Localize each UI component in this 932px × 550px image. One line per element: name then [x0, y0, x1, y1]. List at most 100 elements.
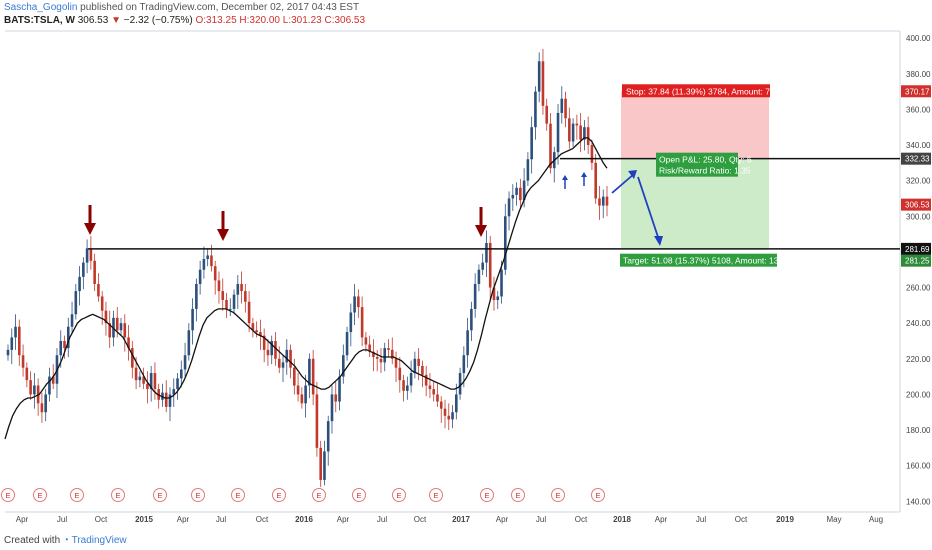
- earnings-marker-icon[interactable]: [392, 488, 406, 502]
- tradingview-brand-link[interactable]: TradingView: [71, 535, 127, 546]
- candle-body: [232, 294, 236, 309]
- x-tick-label: Oct: [414, 515, 427, 524]
- candle-body: [398, 367, 402, 381]
- published-text: published on TradingView.com, December 0…: [80, 2, 360, 13]
- x-tick-label: Jul: [536, 515, 546, 524]
- earnings-marker-label: E: [316, 491, 321, 500]
- earnings-marker-label: E: [356, 491, 361, 500]
- projection-down-line: [637, 176, 660, 241]
- candle-body: [259, 332, 262, 336]
- earnings-marker-icon[interactable]: [511, 488, 525, 502]
- publish-info: Sascha_Gogolin published on TradingView.…: [4, 2, 359, 13]
- risk-reward-label: Risk/Reward Ratio: 1.35: [659, 166, 751, 176]
- earnings-marker-icon[interactable]: [352, 488, 366, 502]
- earnings-marker-icon[interactable]: [191, 488, 205, 502]
- candle-body: [293, 367, 296, 386]
- candle-body: [289, 349, 292, 368]
- candle-body: [138, 376, 142, 381]
- candle-body: [33, 385, 36, 395]
- candle-body: [236, 283, 240, 295]
- projection-up-arrow-icon: [628, 170, 637, 179]
- earnings-marker-label: E: [5, 491, 10, 500]
- candle-body: [421, 365, 424, 375]
- earnings-marker-icon[interactable]: [591, 488, 605, 502]
- x-tick-label: 2017: [452, 515, 470, 524]
- candle-body: [338, 376, 341, 402]
- x-tick-label: Oct: [256, 515, 269, 524]
- candle-body: [89, 248, 93, 261]
- candle-body: [526, 159, 530, 181]
- candle-body: [285, 349, 289, 363]
- candle-body: [560, 98, 564, 113]
- author-link[interactable]: Sascha_Gogolin: [4, 2, 78, 13]
- earnings-marker-icon[interactable]: [480, 488, 494, 502]
- target-label: Target: 51.08 (15.37%) 5108, Amount: 130…: [623, 256, 800, 266]
- candle-body: [308, 358, 311, 386]
- y-tick-label: 220.00: [906, 355, 931, 364]
- candle-body: [70, 314, 74, 327]
- price-label-text: 306.53: [905, 201, 930, 210]
- candle-body: [439, 401, 443, 409]
- candle-body: [244, 291, 247, 302]
- y-tick-label: 320.00: [906, 177, 931, 186]
- candle-body: [601, 196, 605, 206]
- price-change: −2.32 (−0.75%): [123, 15, 193, 26]
- earnings-marker-icon[interactable]: [153, 488, 167, 502]
- candle-body: [364, 337, 368, 345]
- earnings-marker-icon[interactable]: [70, 488, 84, 502]
- price-label-text: 370.17: [905, 87, 930, 96]
- earnings-marker-label: E: [74, 491, 79, 500]
- candle-body: [323, 451, 326, 480]
- blue-up-arrow-head-icon: [562, 175, 568, 180]
- x-tick-label: Oct: [735, 515, 748, 524]
- last-price: 306.53: [77, 15, 109, 26]
- x-tick-label: Apr: [337, 515, 350, 524]
- symbol-label: BATS:TSLA, W: [4, 15, 75, 26]
- x-tick-label: Aug: [869, 515, 883, 524]
- earnings-marker-icon[interactable]: [272, 488, 286, 502]
- candle-body: [383, 348, 387, 363]
- candle-body: [428, 385, 432, 390]
- candle-body: [432, 389, 436, 395]
- candle-body: [251, 323, 255, 331]
- candle-body: [537, 61, 541, 92]
- candle-body: [586, 127, 590, 146]
- pnl-label-box: [656, 152, 738, 177]
- earnings-marker-label: E: [157, 491, 162, 500]
- candle-body: [108, 323, 112, 338]
- candle-body: [51, 376, 55, 384]
- earnings-marker-icon[interactable]: [551, 488, 565, 502]
- candle-body: [375, 357, 379, 359]
- footer: Created with ◔ TradingView: [4, 535, 127, 546]
- earnings-marker-label: E: [484, 491, 489, 500]
- earnings-marker-label: E: [115, 491, 120, 500]
- candle-body: [488, 242, 492, 288]
- earnings-marker-icon[interactable]: [33, 488, 47, 502]
- candle-body: [353, 296, 356, 313]
- x-tick-label: Jul: [216, 515, 226, 524]
- earnings-marker-label: E: [276, 491, 281, 500]
- candle-body: [485, 242, 488, 263]
- y-tick-label: 160.00: [906, 462, 931, 471]
- candle-body: [568, 118, 571, 142]
- candle-body: [281, 362, 285, 368]
- earnings-marker-icon[interactable]: [231, 488, 245, 502]
- earnings-marker-icon[interactable]: [429, 488, 443, 502]
- earnings-marker-icon[interactable]: [1, 488, 15, 502]
- candle-body: [183, 355, 187, 370]
- candle-body: [270, 340, 274, 356]
- earnings-marker-label: E: [195, 491, 200, 500]
- candle-body: [6, 349, 10, 356]
- candle-body: [134, 367, 138, 381]
- candle-body: [315, 394, 319, 448]
- candle-body: [119, 323, 123, 331]
- candle-body: [240, 283, 243, 292]
- earnings-marker-label: E: [235, 491, 240, 500]
- candle-body: [149, 373, 153, 390]
- earnings-marker-icon[interactable]: [111, 488, 125, 502]
- x-tick-label: Apr: [16, 515, 29, 524]
- candle-body: [447, 415, 451, 420]
- earnings-marker-icon[interactable]: [312, 488, 326, 502]
- candle-body: [530, 127, 533, 160]
